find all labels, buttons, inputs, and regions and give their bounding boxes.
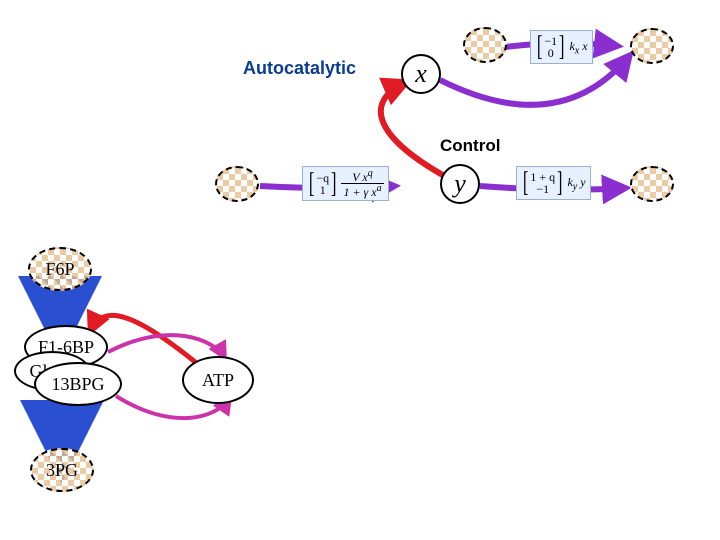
y-node: y [440,164,480,204]
node-atp-label: ATP [202,370,234,391]
top-left-upper [463,27,507,63]
x-node: x [401,54,441,94]
node-atp: ATP [182,356,254,404]
y-node-label: y [454,169,466,199]
x-node-label: x [415,59,427,89]
node-3pg-label: 3PG [46,460,78,481]
top-left-input [215,166,259,202]
arrows-layer [0,0,720,540]
matrix-right: [1 + q−1]ky y [516,166,591,200]
top-right-lower [630,166,674,202]
red-feedback [381,82,448,178]
to-atp-upper-magenta [108,335,225,358]
diagram-canvas: Autocatalytic Control [−10]kx x [−q1]V x… [0,0,720,540]
autocatalytic-label: Autocatalytic [243,58,356,79]
top-right-upper [630,28,674,64]
node-f6p: F6P [28,247,92,291]
matrix-top: [−10]kx x [530,30,593,64]
node-13bpg: 13BPG [34,362,122,406]
node-13bpg-label: 13BPG [51,374,104,395]
control-label: Control [440,136,500,156]
node-3pg: 3PG [30,448,94,492]
node-f6p-label: F6P [45,259,74,280]
matrix-mid: [−q1]V xq1 + γ xa [302,166,389,201]
